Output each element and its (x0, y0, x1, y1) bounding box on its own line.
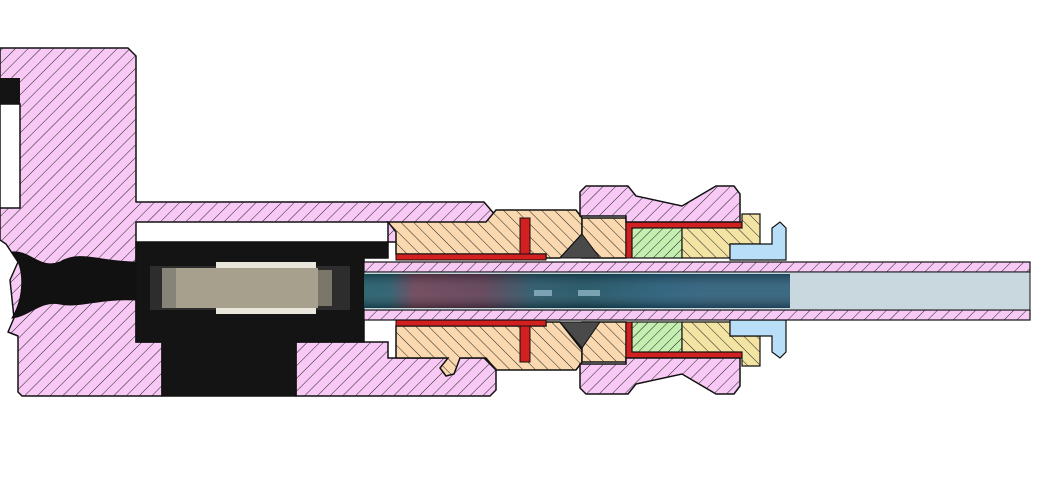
gland-nut-upper (386, 209, 627, 259)
green-ring (631, 227, 683, 353)
yellow-ring (681, 213, 761, 367)
main-body (0, 47, 497, 397)
tube (363, 261, 1031, 321)
end-washer (729, 221, 787, 359)
left-slot (0, 78, 21, 209)
insert-block (150, 262, 350, 314)
outer-collar-lower (579, 357, 741, 395)
outer-collar-upper (579, 185, 741, 223)
gland-nut-lower (395, 321, 627, 377)
